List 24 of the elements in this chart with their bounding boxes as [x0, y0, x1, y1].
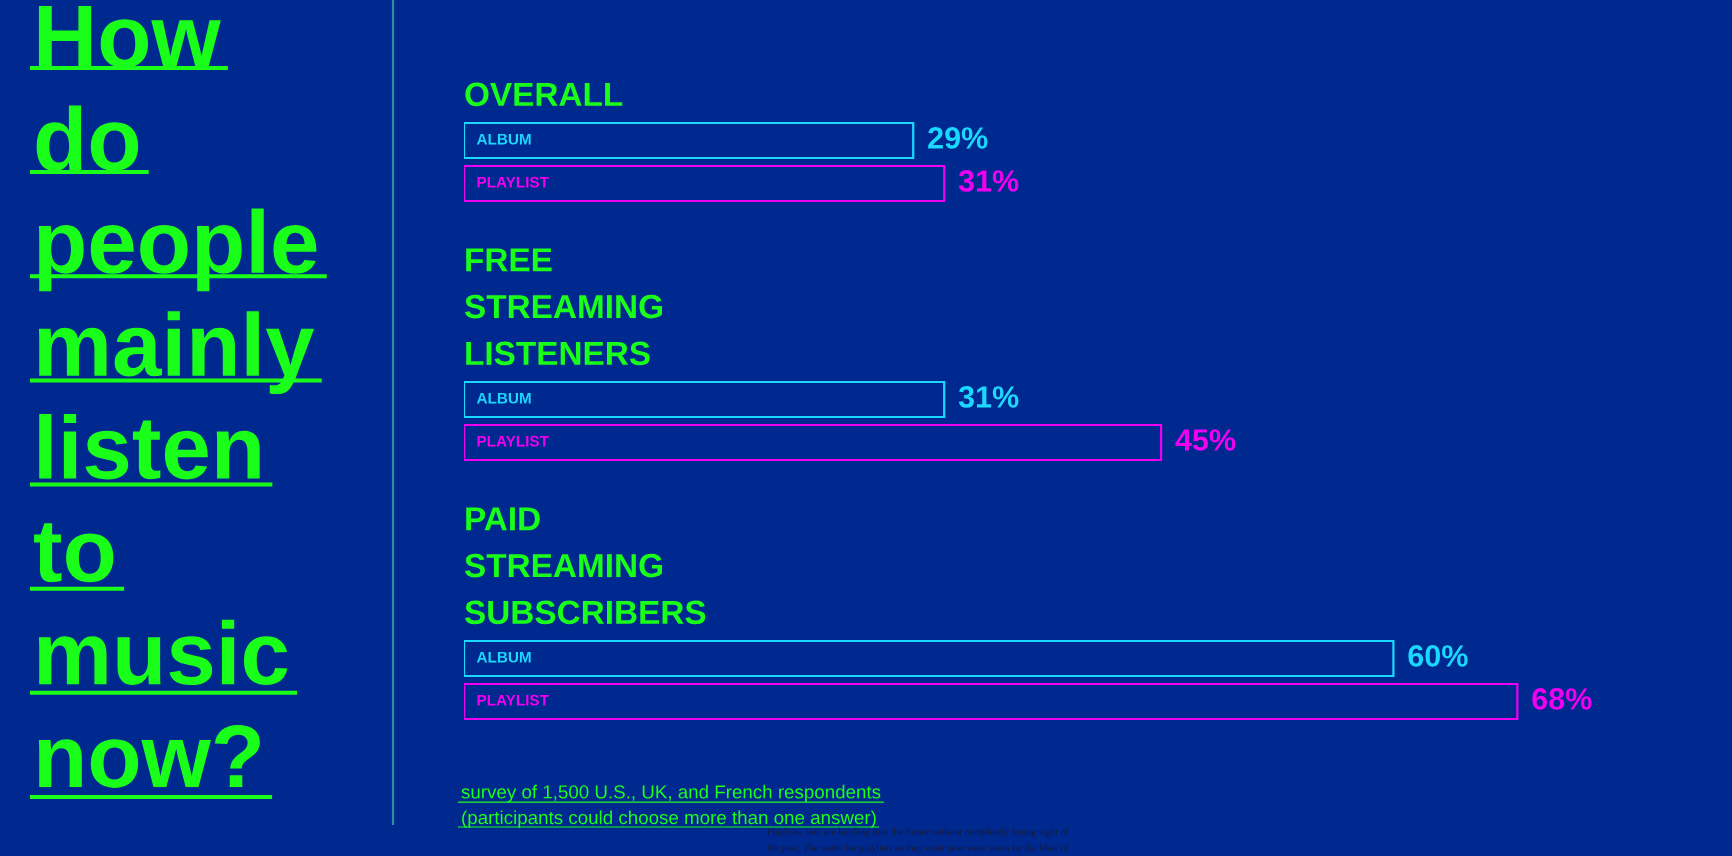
- bar: [464, 639, 1395, 678]
- data-label: 31%: [958, 170, 1019, 192]
- bar: [464, 164, 946, 203]
- series-label: ALBUM: [476, 133, 531, 145]
- y-tick-label: FREE STREAMING LISTENERS: [464, 248, 662, 366]
- data-label: 68%: [1532, 688, 1592, 710]
- text: survey of 1,500 U.S., UK, and French respondents (participants could choose more than one answer): [461, 784, 881, 828]
- text: PLAYLIST: [477, 176, 549, 188]
- data-label: 60%: [1408, 645, 1468, 667]
- text: Playlists, too, are hurtling into the future without completely losing sight of the past. The seeds for playlists as they exist now were sown by the likes of: [767, 827, 1069, 854]
- series-label: PLAYLIST: [477, 435, 549, 447]
- y-tick-label: PAID STREAMING SUBSCRIBERS: [464, 507, 706, 625]
- text: ALBUM: [476, 651, 531, 663]
- y-tick-label: OVERALL: [465, 82, 623, 107]
- bar: [464, 423, 1163, 462]
- data-label: 31%: [958, 386, 1019, 408]
- bar: [464, 121, 915, 160]
- text: PLAYLIST: [477, 694, 549, 706]
- bar: [464, 682, 1519, 721]
- text: How do people mainly listen to music now?: [34, 6, 317, 788]
- text: ALBUM: [476, 392, 531, 404]
- data-label: 29%: [928, 127, 988, 149]
- bar: [464, 380, 946, 419]
- data-label: 45%: [1175, 429, 1236, 451]
